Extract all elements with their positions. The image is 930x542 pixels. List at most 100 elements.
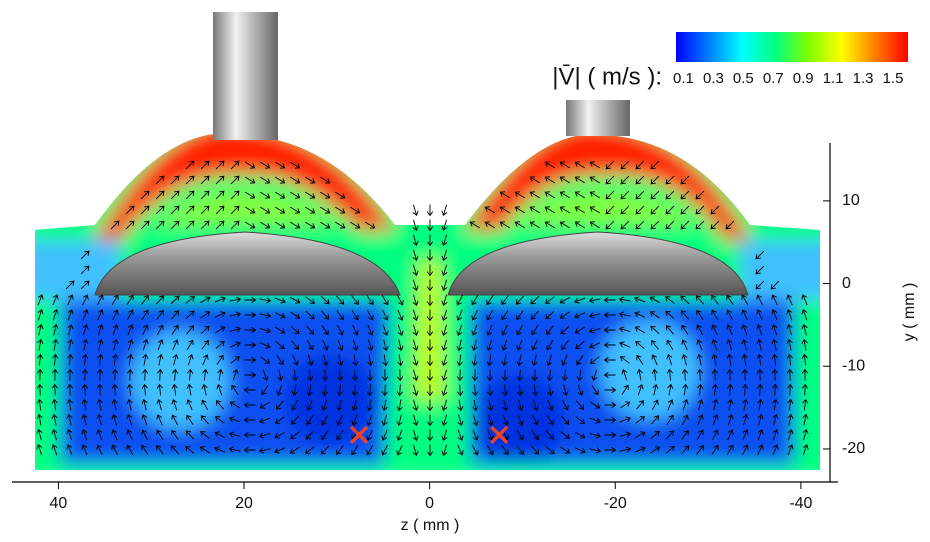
vector-arrow xyxy=(291,340,299,350)
vector-arrow xyxy=(66,398,73,411)
vector-arrow xyxy=(155,190,165,200)
vector-arrow xyxy=(66,383,74,396)
vector-arrow xyxy=(290,206,301,214)
vector-arrow xyxy=(244,371,257,379)
vector-arrow xyxy=(52,353,59,366)
vector-arrow xyxy=(81,444,88,456)
vector-arrow xyxy=(156,414,163,426)
vector-arrow xyxy=(576,355,584,366)
vector-arrow xyxy=(156,295,165,305)
vector-arrow xyxy=(651,354,658,366)
vector-arrow xyxy=(396,399,403,412)
vector-arrow xyxy=(620,160,630,170)
vector-arrow xyxy=(529,221,540,229)
vector-arrow xyxy=(229,326,242,333)
vector-arrow xyxy=(603,326,616,334)
vector-arrow xyxy=(426,204,434,217)
vector-arrow xyxy=(67,323,74,336)
vector-arrow xyxy=(472,414,479,427)
vector-arrow xyxy=(258,447,271,454)
vector-arrow xyxy=(141,309,149,320)
vector-arrow xyxy=(66,413,73,426)
vector-arrow xyxy=(171,310,180,320)
vector-arrow xyxy=(156,324,164,336)
vector-arrow xyxy=(142,339,149,351)
vector-arrow xyxy=(126,398,133,411)
vector-arrow xyxy=(127,353,134,366)
vector-arrow xyxy=(352,339,359,351)
vector-arrow xyxy=(786,383,794,396)
vector-arrow xyxy=(650,220,660,230)
vector-arrow xyxy=(274,447,286,454)
vector-arrow xyxy=(412,249,419,262)
vector-arrow xyxy=(96,413,103,426)
vector-arrow xyxy=(141,368,149,381)
vector-arrow xyxy=(36,444,43,456)
vector-arrow xyxy=(652,383,659,396)
vector-arrow xyxy=(366,414,373,426)
vector-arrow xyxy=(320,445,330,455)
vector-arrow xyxy=(80,265,90,275)
vector-arrow xyxy=(260,161,271,169)
vector-arrow xyxy=(351,384,358,397)
vector-arrow xyxy=(82,323,89,336)
vector-arrow xyxy=(441,429,448,442)
vector-arrow xyxy=(502,399,509,412)
vector-arrow xyxy=(217,368,224,381)
vector-arrow xyxy=(636,368,643,381)
vector-arrow xyxy=(230,190,240,200)
vector-arrow xyxy=(111,294,119,305)
vector-arrow xyxy=(695,190,705,200)
vector-arrow xyxy=(589,432,602,439)
vector-arrow xyxy=(200,160,210,170)
vector-arrow xyxy=(412,324,419,337)
vector-arrow xyxy=(111,429,118,441)
vector-arrow xyxy=(651,415,660,425)
y-tick-label: 10 xyxy=(842,192,860,209)
vector-arrow xyxy=(337,339,344,351)
vector-arrow xyxy=(290,221,301,229)
vector-arrow xyxy=(664,296,675,304)
y-axis-label: y ( mm ) xyxy=(901,283,918,342)
vector-arrow xyxy=(591,369,598,381)
vector-arrow xyxy=(742,398,749,411)
vector-arrow xyxy=(156,445,164,455)
vector-arrow xyxy=(726,338,733,351)
vector-arrow xyxy=(501,295,509,305)
vector-arrow xyxy=(486,324,493,336)
vector-arrow xyxy=(127,338,134,351)
vector-arrow xyxy=(97,353,104,366)
vector-arrow xyxy=(171,324,179,335)
vector-arrow xyxy=(367,354,374,367)
vector-arrow xyxy=(321,310,330,320)
vector-arrow xyxy=(604,416,617,424)
vector-arrow xyxy=(126,383,133,396)
vector-arrow xyxy=(726,294,734,305)
vector-arrow xyxy=(201,399,209,411)
vector-arrow xyxy=(727,429,734,441)
vector-arrow xyxy=(486,309,494,321)
vector-arrow xyxy=(681,368,688,381)
vector-arrow xyxy=(215,400,224,410)
vector-arrow xyxy=(665,205,675,215)
vector-arrow xyxy=(604,446,617,454)
vector-arrow xyxy=(603,311,616,319)
vector-arrow xyxy=(258,432,271,439)
vector-arrow xyxy=(261,385,269,396)
vector-arrow xyxy=(772,444,779,456)
vector-arrow xyxy=(441,279,448,292)
vector-arrow xyxy=(171,429,179,440)
vector-arrow xyxy=(634,431,646,439)
vector-arrow xyxy=(787,398,794,411)
x-tick-label: -40 xyxy=(789,495,812,512)
vector-arrow xyxy=(574,312,586,319)
colorbar-tick-label: 0.5 xyxy=(733,70,754,87)
vector-arrow xyxy=(502,384,509,397)
vector-arrow xyxy=(215,160,225,170)
vector-arrow xyxy=(260,176,271,184)
vector-arrow xyxy=(665,310,675,320)
vector-arrow xyxy=(772,413,779,426)
vector-arrow xyxy=(697,398,704,411)
vector-arrow xyxy=(275,341,285,350)
vector-arrow xyxy=(603,371,616,379)
